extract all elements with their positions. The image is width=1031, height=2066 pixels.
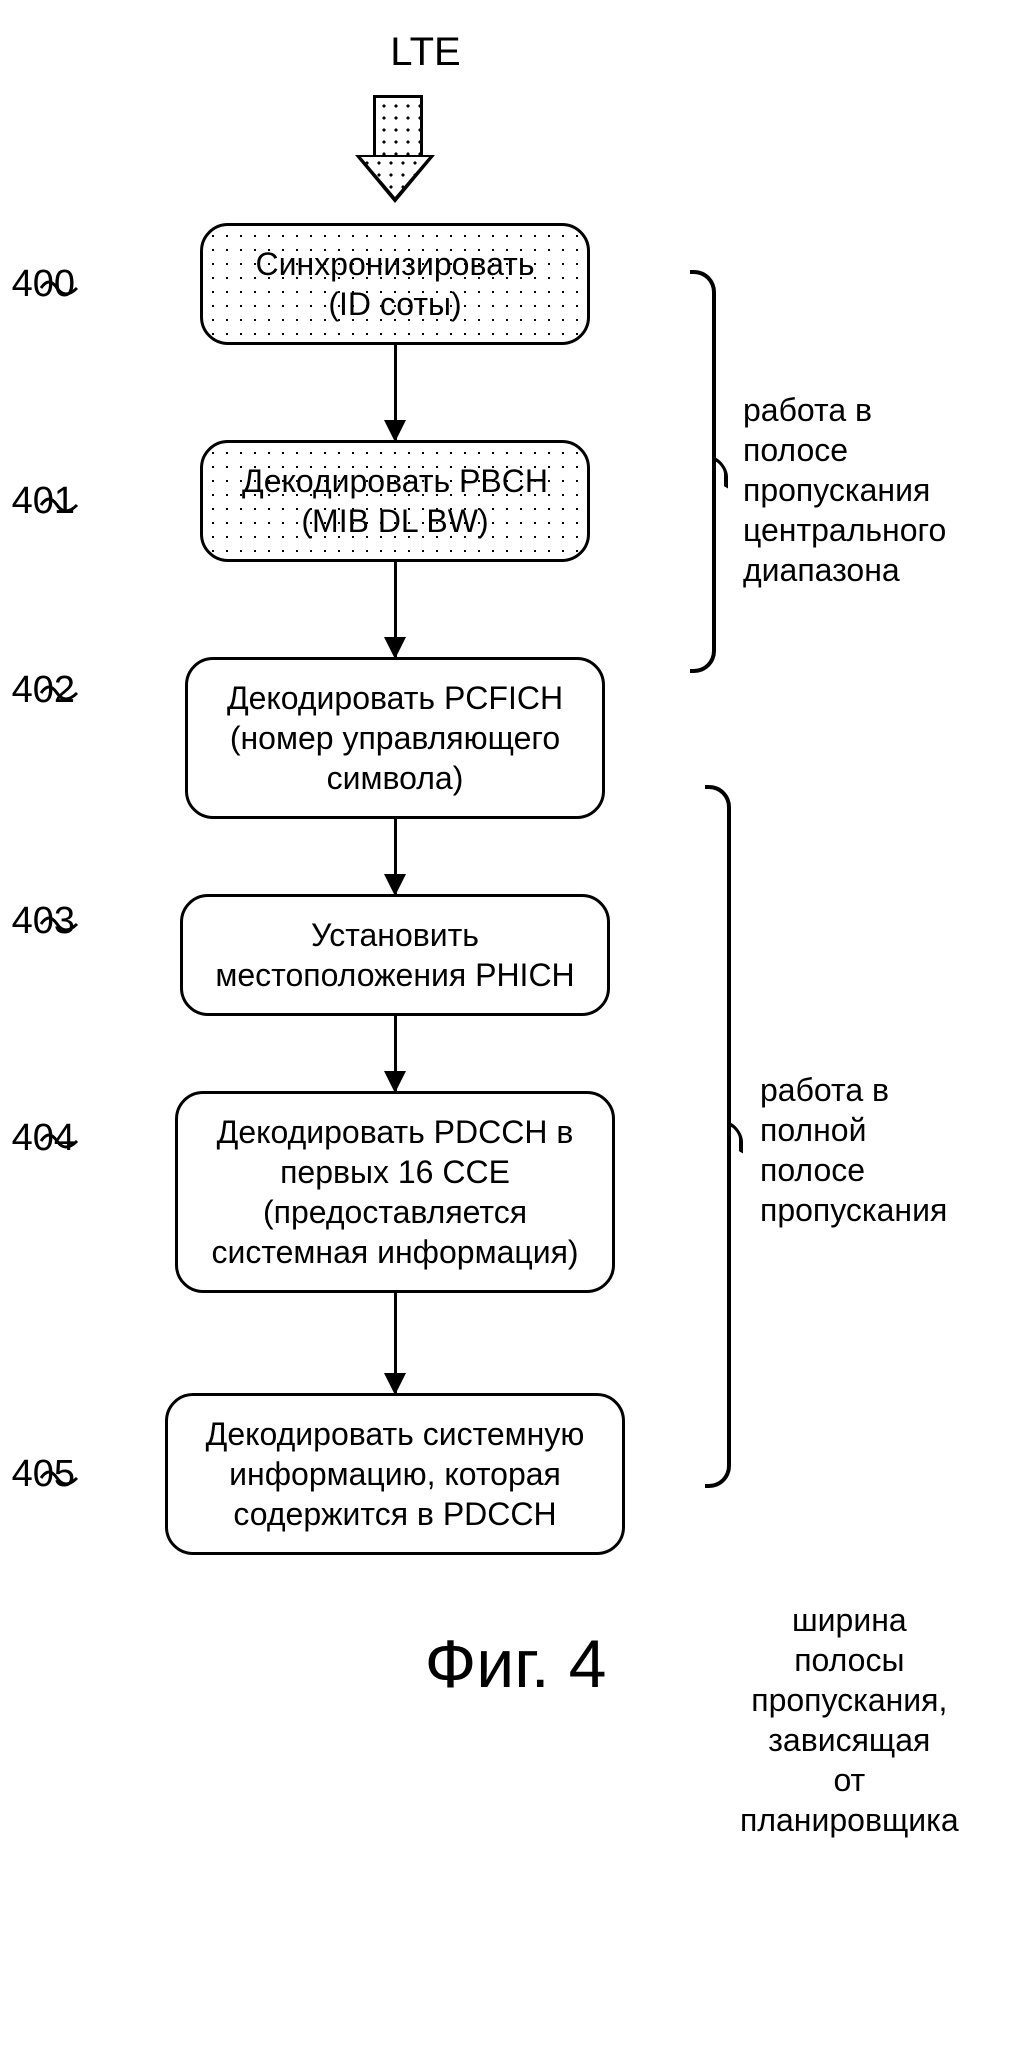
brace-annotation: работа в полной полосе пропускания [760,1070,947,1230]
step-label: 403 [0,900,75,943]
step-label: 405 [0,1453,75,1496]
side-line: зависящая [740,1720,959,1760]
step-405: 405 Декодировать системную информацию, к… [85,1393,705,1555]
node-line: первых 16 CCE [208,1152,582,1192]
flow-node: Синхронизировать (ID соты) [200,223,590,345]
node-line: (предоставляется [208,1192,582,1232]
brace-icon [705,785,731,1488]
node-line: (ID соты) [233,284,557,324]
flow-node: Декодировать PDCCH в первых 16 CCE (пред… [175,1091,615,1293]
brace-icon [690,270,716,673]
flow-node: Декодировать системную информацию, котор… [165,1393,625,1555]
step-400: 400 Синхронизировать (ID соты) [85,223,705,345]
node-line: (номер управляющего [218,718,572,758]
brace-line: работа в [760,1070,947,1110]
node-line: символа) [218,758,572,798]
flow-arrow-icon [394,1016,397,1091]
step-label: 400 [0,263,75,306]
node-line: информацию, которая [198,1454,592,1494]
flow-column: 400 Синхронизировать (ID соты) 401 Декод… [85,95,705,1555]
brace-line: работа в полосе [743,390,946,470]
node-line: Декодировать PCFICH [218,678,572,718]
brace-line: полной полосе [760,1110,947,1190]
step-404: 404 Декодировать PDCCH в первых 16 CCE (… [85,1091,705,1293]
flow-arrow-icon [394,819,397,894]
step-401: 401 Декодировать PBCH (MIB DL BW) [85,440,705,562]
flow-arrow-icon [394,1293,397,1393]
node-line: (MIB DL BW) [233,501,557,541]
brace-annotation: работа в полосе пропускания центрального… [743,390,946,590]
side-annotation: ширина полосы пропускания, зависящая от … [740,1600,959,1840]
node-line: местоположения PHICH [213,955,577,995]
side-line: от планировщика [740,1760,959,1840]
node-line: Декодировать PBCH [233,461,557,501]
node-line: Декодировать системную [198,1414,592,1454]
node-line: системная информация) [208,1232,582,1272]
brace-line: пропускания [743,470,946,510]
flow-arrow-icon [394,562,397,657]
flow-node: Декодировать PCFICH (номер управляющего … [185,657,605,819]
step-403: 403 Установить местоположения PHICH [85,894,705,1016]
node-line: Установить [213,915,577,955]
step-label: 401 [0,480,75,523]
step-402: 402 Декодировать PCFICH (номер управляющ… [85,657,705,819]
step-label: 404 [0,1117,75,1160]
flow-node: Декодировать PBCH (MIB DL BW) [200,440,590,562]
node-line: содержится в PDCCH [198,1494,592,1534]
flow-node: Установить местоположения PHICH [180,894,610,1016]
entry-arrow-icon [355,95,435,205]
flow-arrow-icon [394,345,397,440]
brace-line: диапазона [743,550,946,590]
node-line: Декодировать PDCCH в [208,1112,582,1152]
side-line: ширина полосы [740,1600,959,1680]
node-line: Синхронизировать [233,244,557,284]
brace-line: центрального [743,510,946,550]
diagram-title: LTE [0,30,1021,75]
brace-line: пропускания [760,1190,947,1230]
step-label: 402 [0,669,75,712]
side-line: пропускания, [740,1680,959,1720]
